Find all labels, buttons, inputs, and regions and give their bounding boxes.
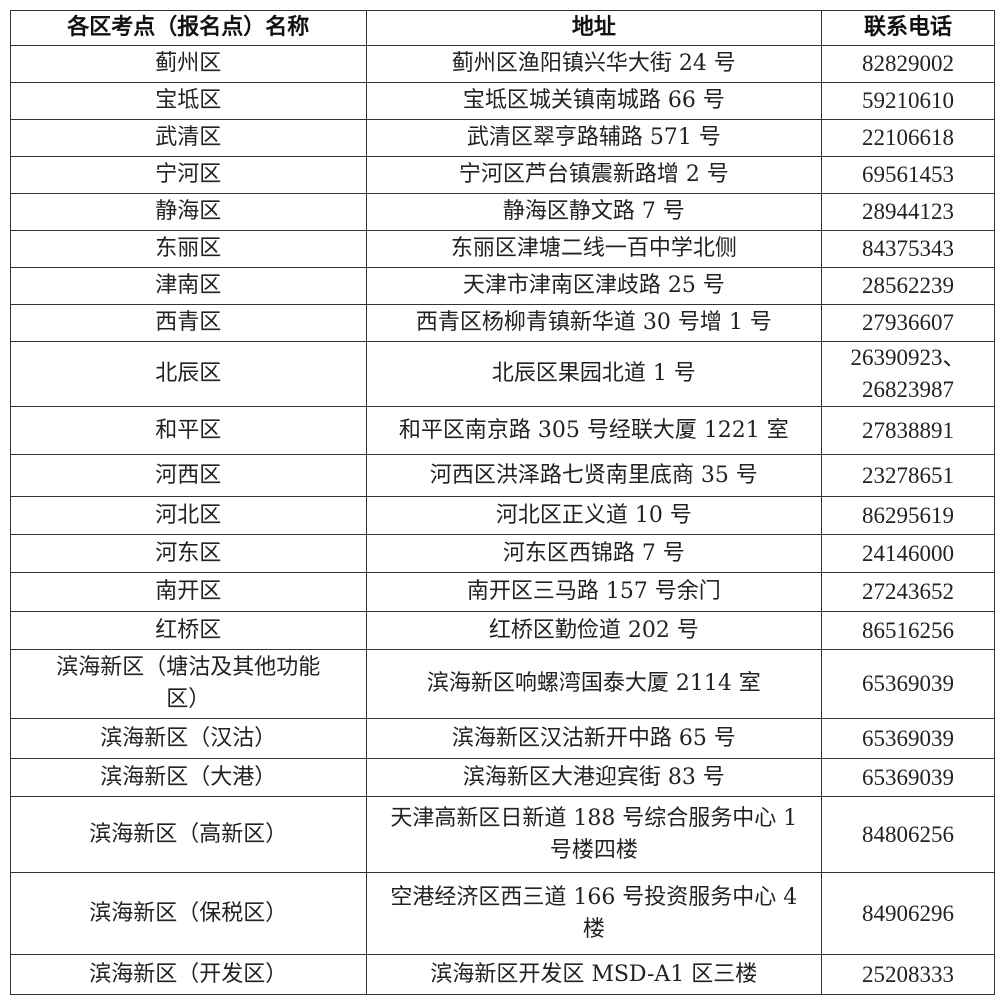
address-cell: 和平区南京路 305 号经联大厦 1221 室	[365, 406, 823, 455]
phone-cell: 69561453	[821, 156, 995, 194]
address-cell: 西青区杨柳青镇新华道 30 号增 1 号	[365, 304, 823, 342]
table-row: 东丽区 东丽区津塘二线一百中学北侧 84375343	[10, 230, 995, 268]
phone-cell: 84906296	[821, 872, 995, 955]
table-row: 蓟州区 蓟州区渔阳镇兴华大街 24 号 82829002	[10, 45, 995, 83]
address-cell: 河东区西锦路 7 号	[365, 534, 823, 573]
site-name-cell: 滨海新区（汉沽）	[10, 718, 367, 759]
site-name-cell: 河西区	[10, 454, 367, 497]
table-row: 滨海新区（高新区） 天津高新区日新道 188 号综合服务中心 1 号楼四楼 8480…	[10, 796, 995, 873]
address-cell: 滨海新区开发区 MSD-A1 区三楼	[365, 954, 823, 995]
table-row: 河西区 河西区洪泽路七贤南里底商 35 号 23278651	[10, 454, 995, 497]
phone-cell: 25208333	[821, 954, 995, 995]
phone-cell: 26390923、26823987	[821, 341, 995, 407]
address-cell: 滨海新区响螺湾国泰大厦 2114 室	[365, 649, 823, 719]
address-cell: 蓟州区渔阳镇兴华大街 24 号	[365, 45, 823, 83]
table-row: 静海区 静海区静文路 7 号 28944123	[10, 193, 995, 231]
site-name-cell: 西青区	[10, 304, 367, 342]
site-name-cell: 滨海新区（保税区）	[10, 872, 367, 955]
phone-cell: 28944123	[821, 193, 995, 231]
address-cell: 天津市津南区津歧路 25 号	[365, 267, 823, 305]
phone-cell: 65369039	[821, 718, 995, 759]
table-row: 滨海新区（大港） 滨海新区大港迎宾街 83 号 65369039	[10, 758, 995, 797]
phone-cell: 27838891	[821, 406, 995, 455]
table-row: 和平区 和平区南京路 305 号经联大厦 1221 室 27838891	[10, 406, 995, 455]
table-row: 宝坻区 宝坻区城关镇南城路 66 号 59210610	[10, 82, 995, 120]
site-name-cell: 滨海新区（开发区）	[10, 954, 367, 995]
phone-cell: 86295619	[821, 496, 995, 535]
header-site-name: 各区考点（报名点）名称	[10, 10, 367, 46]
table-row: 北辰区 北辰区果园北道 1 号 26390923、26823987	[10, 341, 995, 407]
phone-cell: 22106618	[821, 119, 995, 157]
address-cell: 滨海新区大港迎宾街 83 号	[365, 758, 823, 797]
address-cell: 武清区翠亨路辅路 571 号	[365, 119, 823, 157]
site-name-cell: 河北区	[10, 496, 367, 535]
address-cell: 宁河区芦台镇震新路增 2 号	[365, 156, 823, 194]
phone-cell: 86516256	[821, 611, 995, 650]
header-row: 各区考点（报名点）名称 地址 联系电话	[10, 10, 995, 46]
address-cell: 天津高新区日新道 188 号综合服务中心 1 号楼四楼	[365, 796, 823, 873]
table-row: 滨海新区（汉沽） 滨海新区汉沽新开中路 65 号 65369039	[10, 718, 995, 759]
table-row: 津南区 天津市津南区津歧路 25 号 28562239	[10, 267, 995, 305]
address-cell: 静海区静文路 7 号	[365, 193, 823, 231]
phone-cell: 82829002	[821, 45, 995, 83]
phone-cell: 84375343	[821, 230, 995, 268]
phone-cell: 23278651	[821, 454, 995, 497]
address-cell: 东丽区津塘二线一百中学北侧	[365, 230, 823, 268]
table-row: 南开区 南开区三马路 157 号余门 27243652	[10, 572, 995, 612]
site-name-cell: 宁河区	[10, 156, 367, 194]
site-name-cell: 东丽区	[10, 230, 367, 268]
address-cell: 河西区洪泽路七贤南里底商 35 号	[365, 454, 823, 497]
phone-cell: 59210610	[821, 82, 995, 120]
site-name-cell: 河东区	[10, 534, 367, 573]
site-name-cell: 北辰区	[10, 341, 367, 407]
phone-cell: 84806256	[821, 796, 995, 873]
site-name-cell: 静海区	[10, 193, 367, 231]
table-row: 宁河区 宁河区芦台镇震新路增 2 号 69561453	[10, 156, 995, 194]
table-row: 滨海新区（保税区） 空港经济区西三道 166 号投资服务中心 4 楼 8490629…	[10, 872, 995, 955]
site-name-cell: 滨海新区（塘沽及其他功能区）	[10, 649, 367, 719]
phone-cell: 28562239	[821, 267, 995, 305]
table-row: 滨海新区（开发区） 滨海新区开发区 MSD-A1 区三楼 25208333	[10, 954, 995, 995]
table-row: 河北区 河北区正义道 10 号 86295619	[10, 496, 995, 535]
phone-cell: 27243652	[821, 572, 995, 612]
exam-sites-table: 各区考点（报名点）名称 地址 联系电话 蓟州区 蓟州区渔阳镇兴华大街 24 号 82…	[10, 10, 995, 995]
site-name-cell: 南开区	[10, 572, 367, 612]
header-phone: 联系电话	[821, 10, 995, 46]
site-name-cell: 武清区	[10, 119, 367, 157]
header-address: 地址	[365, 10, 823, 46]
address-cell: 北辰区果园北道 1 号	[365, 341, 823, 407]
address-cell: 河北区正义道 10 号	[365, 496, 823, 535]
site-name-cell: 津南区	[10, 267, 367, 305]
table-row: 红桥区 红桥区勤俭道 202 号 86516256	[10, 611, 995, 650]
site-name-cell: 滨海新区（高新区）	[10, 796, 367, 873]
site-name-cell: 蓟州区	[10, 45, 367, 83]
table-row: 河东区 河东区西锦路 7 号 24146000	[10, 534, 995, 573]
address-cell: 红桥区勤俭道 202 号	[365, 611, 823, 650]
site-name-cell: 宝坻区	[10, 82, 367, 120]
address-cell: 宝坻区城关镇南城路 66 号	[365, 82, 823, 120]
site-name-cell: 和平区	[10, 406, 367, 455]
table-row: 滨海新区（塘沽及其他功能区） 滨海新区响螺湾国泰大厦 2114 室 65369039	[10, 649, 995, 719]
site-name-cell: 滨海新区（大港）	[10, 758, 367, 797]
phone-cell: 65369039	[821, 758, 995, 797]
site-name-cell: 红桥区	[10, 611, 367, 650]
table-row: 武清区 武清区翠亨路辅路 571 号 22106618	[10, 119, 995, 157]
address-cell: 南开区三马路 157 号余门	[365, 572, 823, 612]
phone-cell: 24146000	[821, 534, 995, 573]
phone-cell: 27936607	[821, 304, 995, 342]
address-cell: 滨海新区汉沽新开中路 65 号	[365, 718, 823, 759]
address-cell: 空港经济区西三道 166 号投资服务中心 4 楼	[365, 872, 823, 955]
table-row: 西青区 西青区杨柳青镇新华道 30 号增 1 号 27936607	[10, 304, 995, 342]
phone-cell: 65369039	[821, 649, 995, 719]
